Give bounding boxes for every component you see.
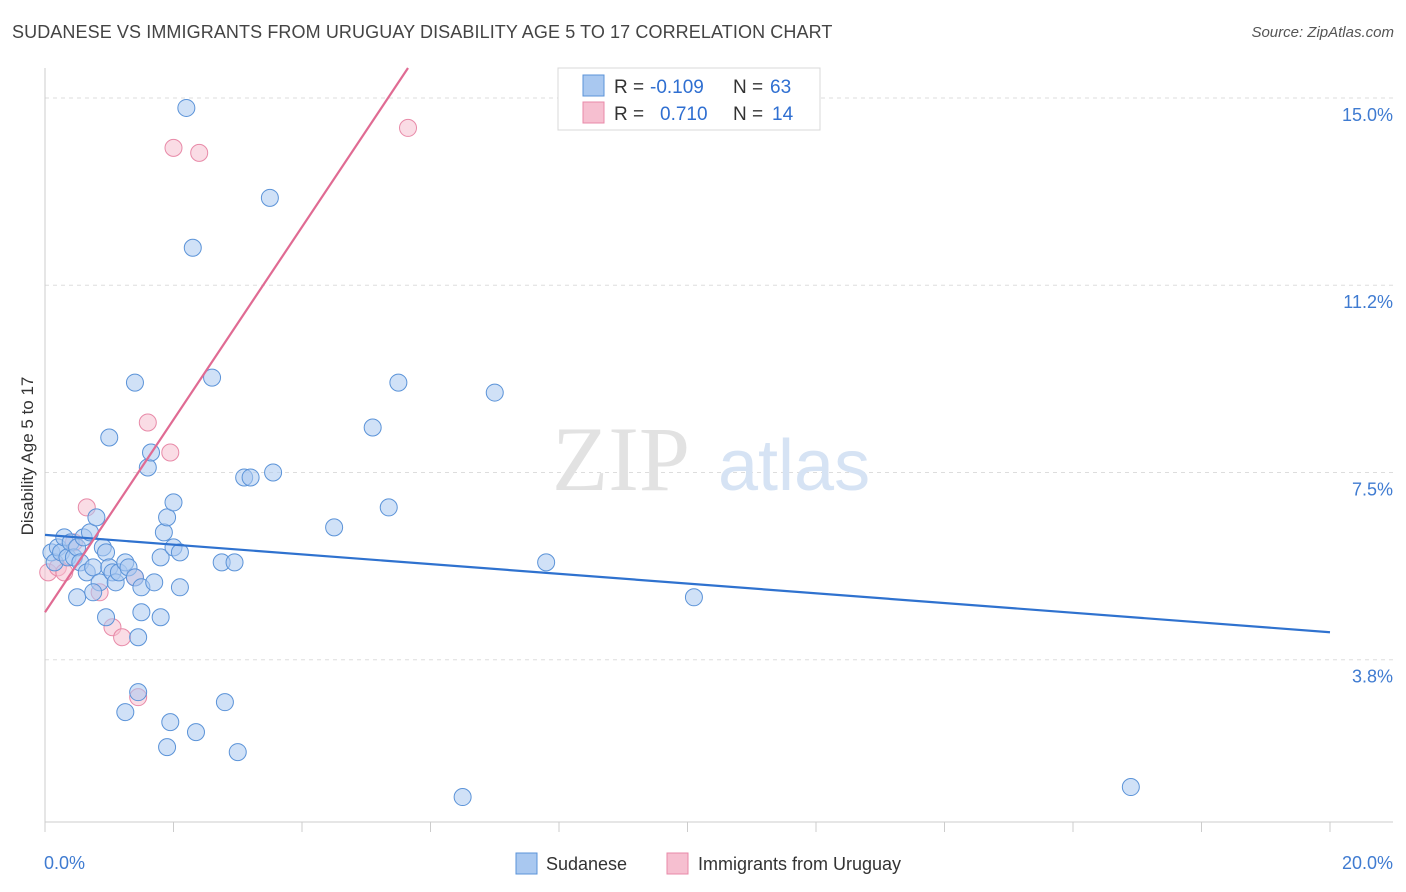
y-tick-label: 15.0% [1342,105,1393,125]
data-point-blue [228,743,247,762]
data-point-blue [158,508,177,527]
y-tick-labels: 3.8% 7.5% 11.2% 15.0% [1342,105,1393,687]
data-point-blue [84,558,103,577]
legend-r-value-2: 0.710 [660,104,708,125]
data-point-blue [129,628,148,647]
chart-title: SUDANESE VS IMMIGRANTS FROM URUGUAY DISA… [12,22,833,42]
data-point-blue [225,553,244,572]
data-point-blue [170,578,189,597]
data-point-blue [151,608,170,627]
series-blue-points [42,98,1140,807]
data-point-blue [164,493,183,512]
data-point-pink [138,413,157,432]
data-point-blue [68,588,87,607]
data-point-blue [183,238,202,257]
legend-r-label-2: R = [614,104,644,125]
x-ticks [44,822,1331,832]
data-point-blue [177,98,196,117]
data-point-blue [125,373,144,392]
data-point-blue [325,518,344,537]
bottom-legend: Sudanese Immigrants from Uruguay [515,852,901,875]
legend-swatch-pink [582,101,605,124]
y-tick-label: 7.5% [1352,479,1393,499]
watermark-atlas: atlas [718,426,870,506]
trend-line-pink [44,67,409,613]
legend-n-value-1: 63 [770,77,791,98]
legend-box: R = -0.109 N = 63 R = 0.710 N = 14 [557,67,821,131]
trend-lines [44,67,1331,634]
data-point-blue [485,383,504,402]
data-point-pink [399,118,418,137]
data-point-blue [129,683,148,702]
legend-n-label-2: N = [733,104,763,125]
legend-n-value-2: 14 [772,104,794,125]
data-point-blue [151,548,170,567]
data-point-blue [145,573,164,592]
axes [44,68,1393,823]
data-point-blue [97,608,116,627]
data-point-blue [363,418,382,437]
data-point-pink [164,138,183,157]
data-point-blue [161,713,180,732]
data-point-blue [1121,778,1140,797]
bottom-legend-swatch-blue [515,852,538,875]
data-point-blue [186,723,205,742]
data-point-blue [84,583,103,602]
data-point-blue [241,468,260,487]
data-point-blue [537,553,556,572]
legend-r-label-1: R = [614,77,644,98]
y-tick-label: 3.8% [1352,667,1393,687]
x-tick-label-max: 20.0% [1342,853,1393,873]
data-point-pink [190,143,209,162]
y-tick-label: 11.2% [1343,292,1393,312]
data-point-blue [203,368,222,387]
bottom-legend-label-sudanese: Sudanese [546,854,627,874]
series-pink-points [39,118,418,707]
data-point-blue [379,498,398,517]
legend-r-value-1: -0.109 [650,77,704,98]
data-point-pink [161,443,180,462]
data-point-blue [100,428,119,447]
bottom-legend-swatch-pink [666,852,689,875]
data-point-blue [215,693,234,712]
data-point-blue [116,703,135,722]
legend-swatch-blue [582,74,605,97]
bottom-legend-label-uruguay: Immigrants from Uruguay [698,854,901,874]
watermark: ZIP atlas [552,408,870,510]
data-point-blue [389,373,408,392]
watermark-zip: ZIP [552,408,690,510]
trend-line-blue [44,533,1331,634]
grid-lines [45,97,1393,661]
data-point-blue [170,543,189,562]
data-point-blue [684,588,703,607]
legend-n-label-1: N = [733,77,763,98]
data-point-blue [97,543,116,562]
data-point-pink [113,628,132,647]
x-tick-label-min: 0.0% [44,853,85,873]
data-point-blue [158,738,177,757]
y-axis-title: Disability Age 5 to 17 [18,377,37,536]
data-point-blue [154,523,173,542]
data-point-blue [453,788,472,807]
data-point-blue [264,463,283,482]
data-point-blue [260,188,279,207]
chart-source: Source: ZipAtlas.com [1251,24,1394,41]
data-point-blue [87,508,106,527]
data-point-blue [132,603,151,622]
